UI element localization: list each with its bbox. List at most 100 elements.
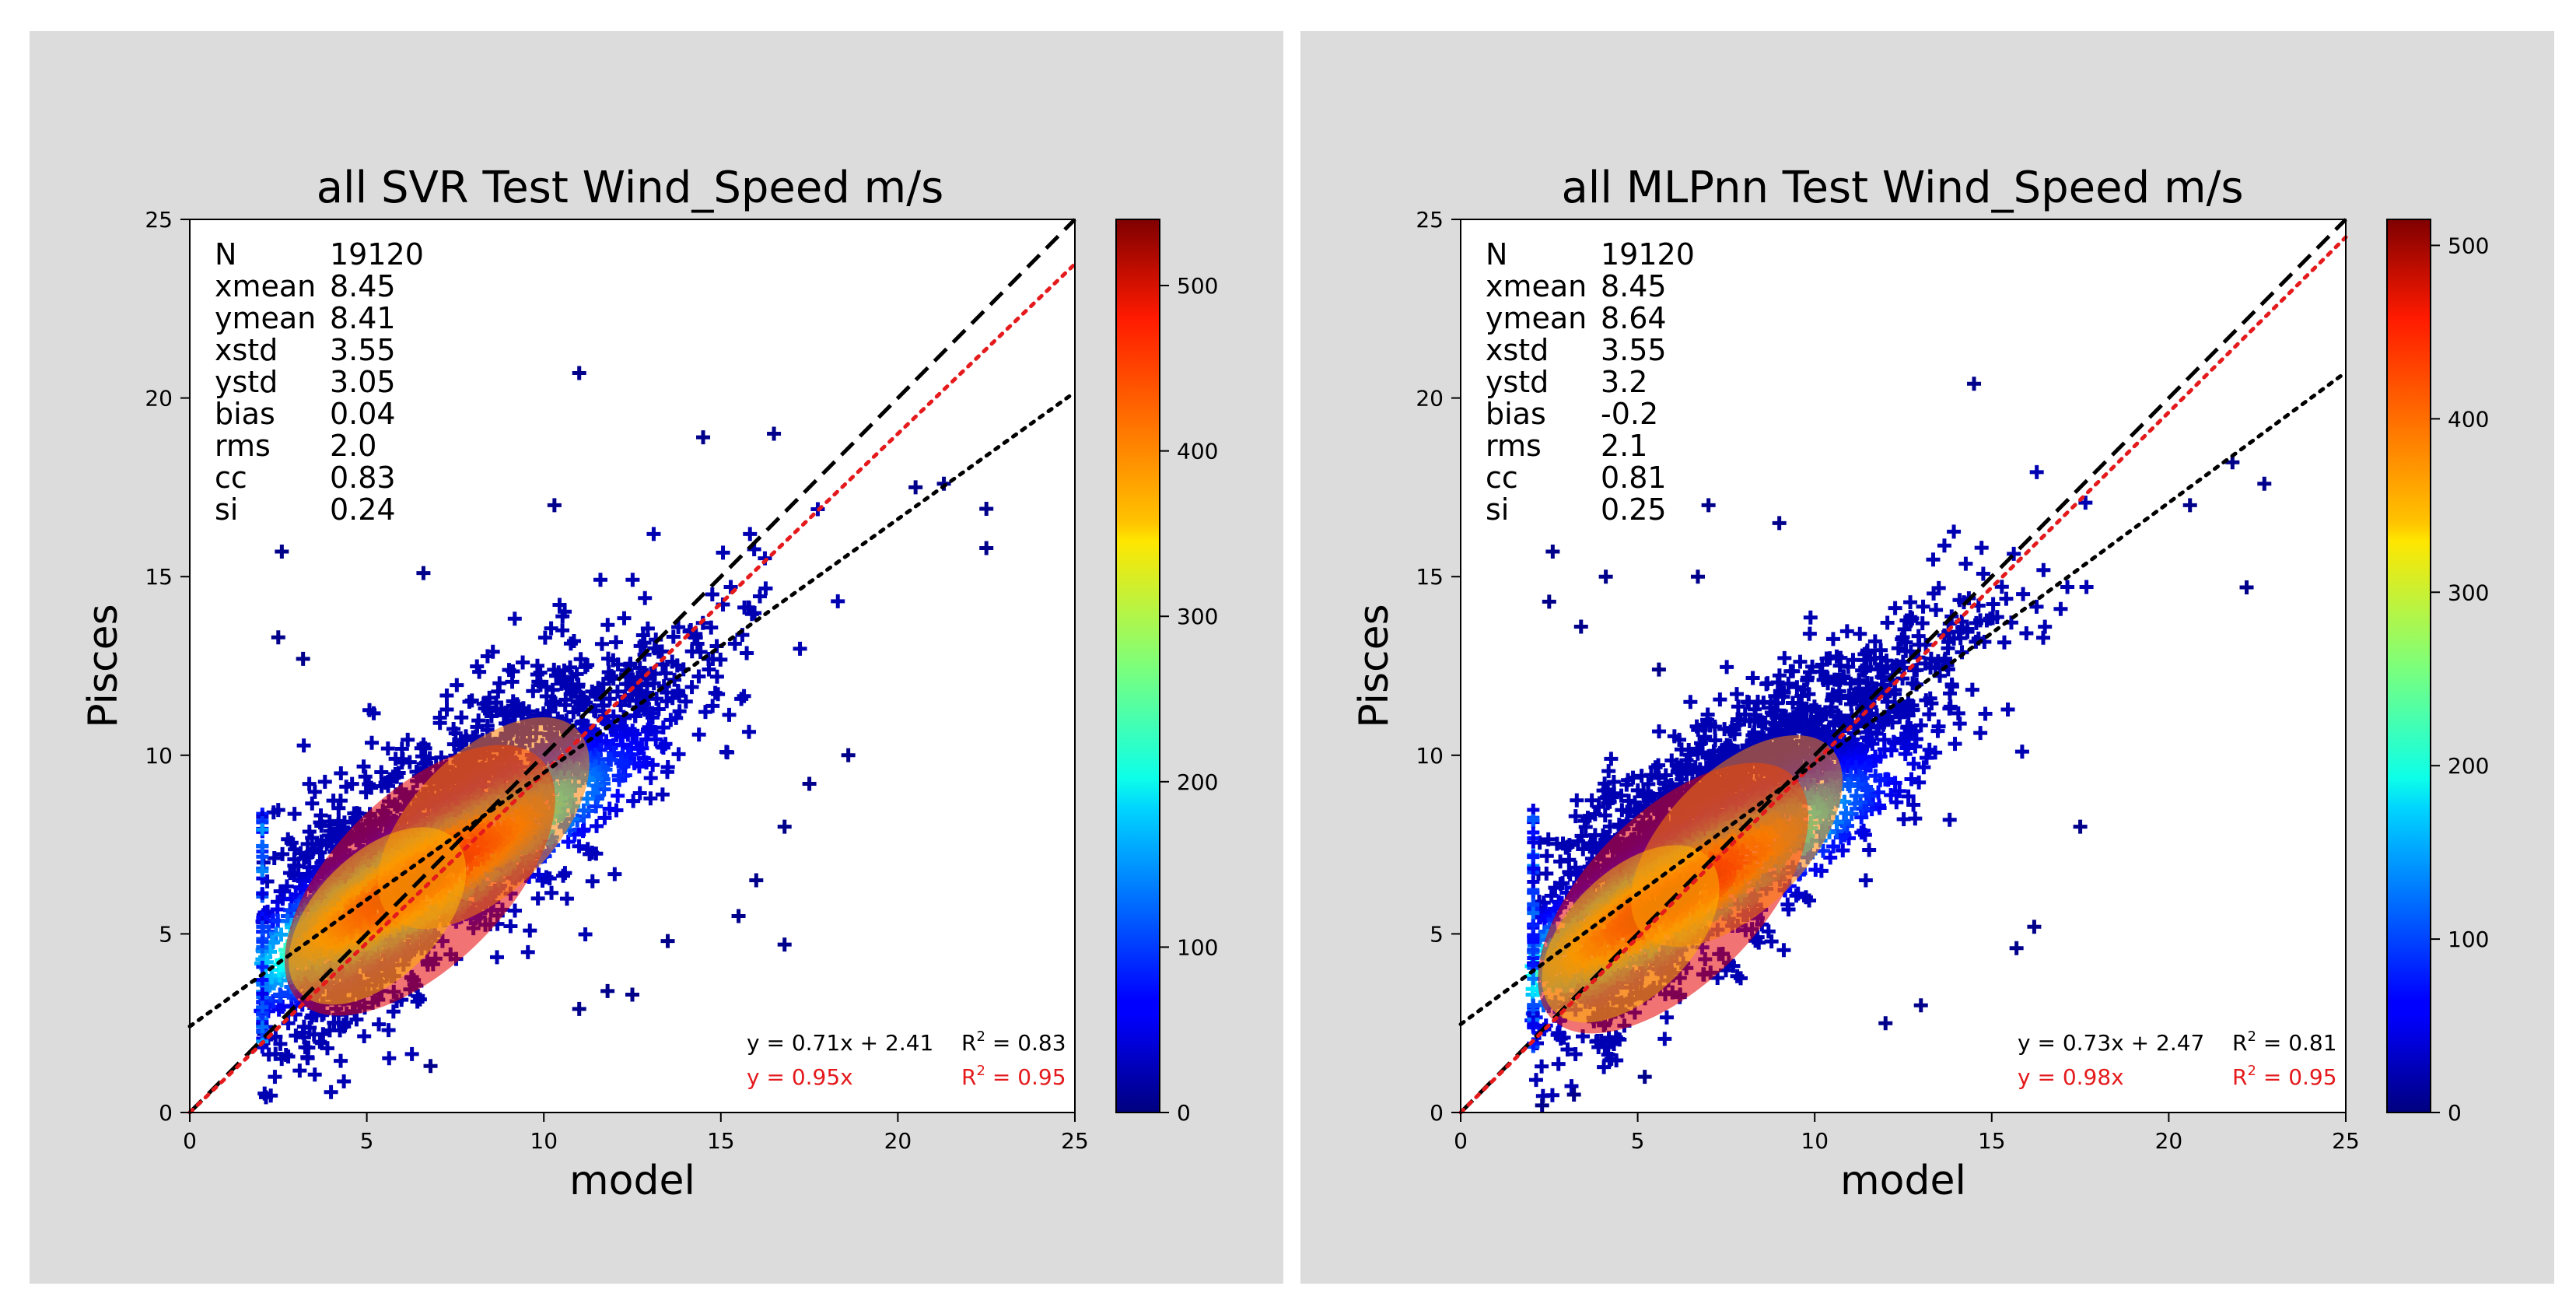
stat-label: ymean: [215, 301, 316, 335]
scatter-point: [727, 636, 742, 651]
scatter-point: [646, 527, 661, 541]
scatter-point: [655, 787, 670, 802]
y-tick-label: 5: [159, 921, 173, 947]
regression-equation: y = 0.71x + 2.41: [747, 1030, 933, 1056]
chart-title: all MLPnn Test Wind_Speed m/s: [1561, 163, 2243, 213]
scatter-point: [578, 660, 593, 675]
colorbar-tick-label: 300: [1177, 604, 1218, 629]
scatter-point: [439, 689, 454, 703]
scatter-point: [432, 716, 447, 731]
scatter-point: [716, 545, 730, 560]
scatter-point: [704, 620, 719, 635]
scatter-point: [593, 573, 607, 587]
scatter-point: [580, 842, 595, 857]
scatter-point: [390, 769, 404, 784]
scatter-point: [638, 590, 653, 605]
panel-mlpnn: all MLPnn Test Wind_Speed m/s 0 5 10 15 20 25…: [1351, 163, 2489, 1204]
scatter-point: [358, 769, 373, 784]
scatter-point: [744, 607, 759, 622]
scatter-point: [660, 694, 674, 709]
scatter-point: [539, 689, 554, 704]
scatter-point: [565, 685, 580, 699]
scatter-point: [307, 784, 322, 799]
scatter-point: [401, 732, 415, 747]
scatter-point: [418, 741, 432, 755]
scatter-point: [365, 735, 380, 750]
scatter-point: [608, 635, 623, 650]
x-tick-label: 0: [183, 1128, 197, 1154]
scatter-point: [305, 796, 320, 811]
scatter-point: [743, 527, 758, 541]
scatter-point: [719, 745, 733, 759]
scatter-point: [604, 669, 619, 684]
x-axis-label: model: [569, 1158, 695, 1204]
stat-value: 0.83: [330, 461, 396, 495]
scatter-point: [654, 644, 669, 659]
scatter-point: [566, 705, 581, 720]
scatter-point: [602, 801, 617, 816]
scatter-point: [357, 1028, 372, 1043]
scatter-point: [544, 885, 559, 900]
scatter-point: [322, 1023, 337, 1038]
scatter-point: [678, 694, 693, 709]
scatter-point: [742, 724, 757, 739]
scatter-point: [327, 1015, 341, 1030]
scatter-point: [693, 645, 708, 660]
scatter-point: [314, 818, 329, 833]
stat-label: rms: [215, 429, 271, 463]
scatter-point: [705, 699, 720, 713]
scatter-point: [713, 652, 728, 667]
scatter-point: [261, 1047, 276, 1062]
scatter-point: [273, 1036, 288, 1051]
scatter-point: [690, 636, 705, 651]
scatter-point: [558, 698, 572, 713]
scatter-point: [667, 672, 682, 687]
scatter-point: [380, 741, 395, 756]
scatter-point: [626, 794, 641, 808]
scatter-point: [302, 776, 317, 791]
colorbar: [1115, 219, 1160, 1113]
stat-value: 0.04: [330, 397, 396, 431]
scatter-point: [617, 611, 632, 625]
scatter-point: [374, 765, 389, 780]
scatter-point: [331, 801, 346, 815]
scatter-point: [273, 987, 288, 1002]
stat-value: 0.24: [330, 492, 396, 527]
colorbar-tick-label: 200: [1177, 769, 1218, 795]
scatter-point: [549, 668, 564, 683]
y-tick-label: 25: [145, 207, 173, 233]
scatter-point: [625, 573, 640, 587]
scatter-point: [366, 706, 381, 720]
scatter-point: [660, 760, 675, 775]
scatter-point: [505, 675, 520, 689]
scatter-point: [633, 639, 648, 653]
scatter-point: [610, 684, 625, 699]
scatter-point: [289, 1028, 303, 1043]
scatter-point: [267, 850, 282, 865]
stat-value: 3.05: [330, 365, 396, 399]
scatter-point: [275, 846, 290, 861]
colorbar-tick-label: 400: [1177, 439, 1218, 464]
scatter-point: [381, 1023, 396, 1038]
scatter-point: [722, 707, 737, 722]
scatter-point: [646, 676, 661, 691]
scatter-point: [559, 892, 574, 906]
scatter-point: [292, 1063, 307, 1078]
y-tick-label: 15: [145, 564, 173, 590]
scatter-point: [628, 709, 642, 724]
stat-value: 3.55: [330, 333, 396, 367]
scatter-point: [671, 620, 686, 635]
scatter-point: [380, 779, 395, 794]
scatter-point: [345, 776, 359, 791]
scatter-point: [539, 870, 554, 885]
scatter-point: [404, 1046, 419, 1061]
scatter-point: [472, 664, 487, 679]
scatter-point: [516, 655, 530, 670]
scatter-point: [382, 1051, 397, 1066]
scatter-point: [709, 669, 724, 684]
stat-label: xstd: [215, 333, 278, 367]
scatter-point: [643, 771, 658, 786]
scatter-point: [333, 794, 348, 808]
scatter-point: [372, 1017, 387, 1032]
